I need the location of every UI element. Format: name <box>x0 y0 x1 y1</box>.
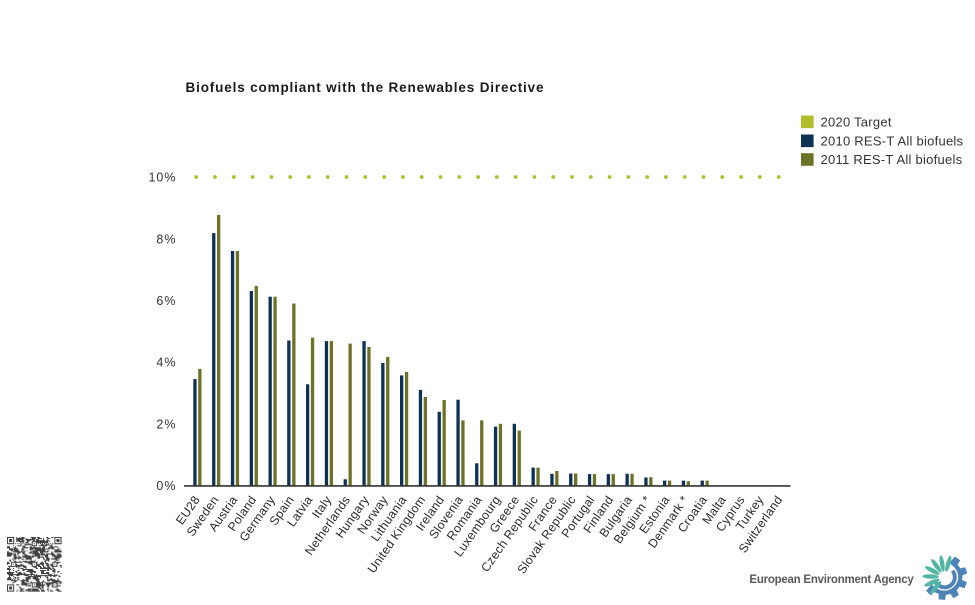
svg-text:4%: 4% <box>156 356 176 370</box>
svg-text:2010 RES-T All biofuels: 2010 RES-T All biofuels <box>821 133 964 148</box>
svg-text:European Environment Agency: European Environment Agency <box>749 574 914 586</box>
svg-text:2020 Target: 2020 Target <box>821 114 892 129</box>
svg-text:Biofuels compliant with the Re: Biofuels compliant with the Renewables D… <box>186 80 545 95</box>
svg-text:2011 RES-T All biofuels: 2011 RES-T All biofuels <box>821 152 963 167</box>
svg-text:8%: 8% <box>156 232 176 246</box>
svg-text:0%: 0% <box>156 479 176 493</box>
svg-text:2%: 2% <box>156 417 176 431</box>
svg-text:6%: 6% <box>156 294 176 308</box>
svg-text:10%: 10% <box>148 171 176 185</box>
